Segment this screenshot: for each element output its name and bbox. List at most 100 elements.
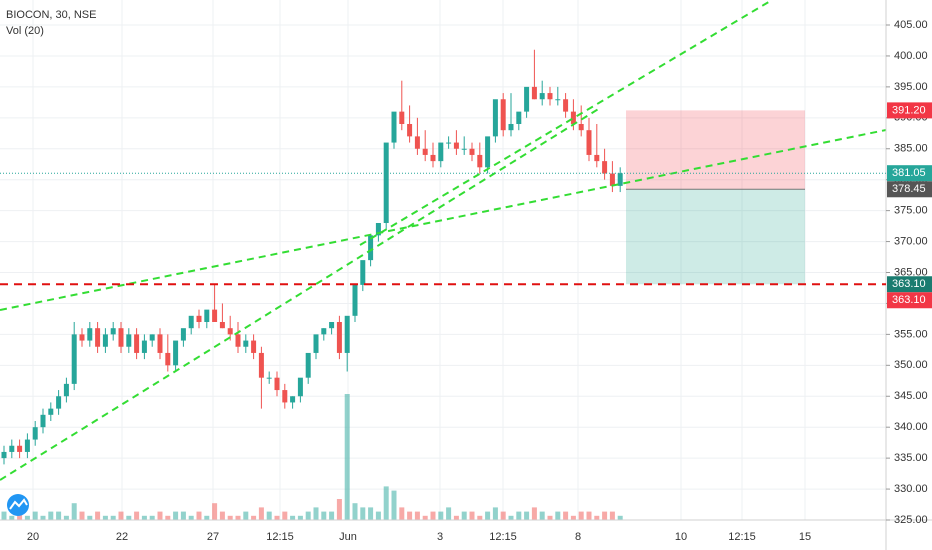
chart-title: BIOCON, 30, NSE xyxy=(6,9,96,21)
candle-body xyxy=(602,161,608,174)
y-tick-label: 355.00 xyxy=(894,328,928,340)
candle-body xyxy=(492,99,498,137)
x-tick-label: 10 xyxy=(675,531,687,543)
y-tick-label: 365.00 xyxy=(894,266,928,278)
volume-bar xyxy=(446,507,452,520)
volume-bar xyxy=(329,511,335,520)
volume-bar xyxy=(305,511,311,520)
candle-body xyxy=(1,451,7,459)
volume-bar xyxy=(321,511,327,520)
volume-bar xyxy=(602,511,608,520)
x-tick-label: 12:15 xyxy=(489,531,517,543)
volume-bar xyxy=(531,507,537,520)
volume-bar xyxy=(79,511,85,520)
candle-body xyxy=(438,142,444,162)
volume-bar xyxy=(383,486,389,520)
volume-bar xyxy=(422,515,428,520)
volume-bar xyxy=(102,515,108,520)
position-box xyxy=(626,110,805,285)
volume-bar xyxy=(24,515,30,520)
candle-body xyxy=(118,328,124,347)
candle-body xyxy=(453,142,459,149)
candle-body xyxy=(321,328,327,335)
volume-bar xyxy=(516,511,522,520)
x-tick-label: 27 xyxy=(207,531,219,543)
volume-bar xyxy=(32,511,38,520)
candle-body xyxy=(547,93,553,100)
volume-bar xyxy=(563,511,569,520)
volume-bar xyxy=(352,503,358,520)
volume-bar xyxy=(212,503,218,520)
candle-body xyxy=(48,408,54,415)
y-tick-label: 400.00 xyxy=(894,50,928,62)
x-tick-label: 12:15 xyxy=(266,531,294,543)
volume-bar xyxy=(40,515,46,520)
price-axis: 325.00 330.00 335.00 340.00 345.00 350.00 355.… xyxy=(27,19,928,543)
volume-bar xyxy=(165,515,171,520)
y-tick-label: 335.00 xyxy=(894,452,928,464)
volume-bar xyxy=(375,511,381,520)
candle-body xyxy=(313,334,319,353)
candle-body xyxy=(586,130,592,155)
volume-bar xyxy=(243,511,249,520)
candle-body xyxy=(383,142,389,223)
candle-body xyxy=(469,148,475,155)
candle-body xyxy=(235,334,241,347)
target-zone xyxy=(626,189,805,285)
price-label: 363.10 xyxy=(892,278,926,290)
candle-body xyxy=(141,340,147,353)
candle-body xyxy=(204,309,210,322)
volume-bar xyxy=(87,515,93,520)
candle-body xyxy=(149,334,155,341)
x-tick-label: Jun xyxy=(339,531,357,543)
price-label: 391.20 xyxy=(892,104,926,116)
candle-body xyxy=(485,136,491,168)
volume-bar xyxy=(461,511,467,520)
candle-body xyxy=(71,334,77,384)
candle-body xyxy=(95,328,101,347)
candle-body xyxy=(290,396,296,403)
volume-bar xyxy=(524,511,530,520)
volume-bar xyxy=(430,511,436,520)
candle-body xyxy=(430,154,436,162)
candle-body xyxy=(477,154,483,168)
drawings xyxy=(0,0,887,481)
volume-bar xyxy=(9,515,15,520)
volume-bar xyxy=(274,515,280,520)
candle-body xyxy=(243,340,249,347)
volume-bar xyxy=(492,507,498,520)
volume-bar xyxy=(594,515,600,520)
candle-body xyxy=(555,99,561,101)
volume-bar xyxy=(134,511,140,520)
candle-body xyxy=(79,334,85,341)
candle-body xyxy=(539,93,545,100)
volume-bar xyxy=(485,511,491,520)
candle-body xyxy=(110,328,116,335)
candle-body xyxy=(24,439,30,452)
volume-bar xyxy=(63,515,69,520)
y-tick-label: 340.00 xyxy=(894,421,928,433)
candle-body xyxy=(40,414,46,428)
candle-body xyxy=(344,315,350,353)
candle-body xyxy=(258,352,264,378)
volume-bar xyxy=(219,511,225,520)
volume-bar xyxy=(149,515,155,520)
y-tick-label: 405.00 xyxy=(894,19,928,31)
y-tick-label: 370.00 xyxy=(894,235,928,247)
volume-bar xyxy=(141,515,147,520)
y-tick-label: 345.00 xyxy=(894,390,928,402)
price-label: 363.10 xyxy=(892,294,926,306)
y-tick-label: 375.00 xyxy=(894,205,928,217)
volume-bar xyxy=(173,511,179,520)
volume-bar xyxy=(547,515,553,520)
candle-body xyxy=(297,377,303,397)
logo xyxy=(7,494,29,516)
trend-line xyxy=(0,107,601,481)
volume-bar xyxy=(368,507,374,520)
price-label-bg xyxy=(887,102,932,119)
candle-body xyxy=(578,124,584,131)
grid xyxy=(0,0,886,521)
candle-body xyxy=(422,148,428,155)
candle-body xyxy=(508,124,514,131)
candle-body xyxy=(282,390,288,403)
